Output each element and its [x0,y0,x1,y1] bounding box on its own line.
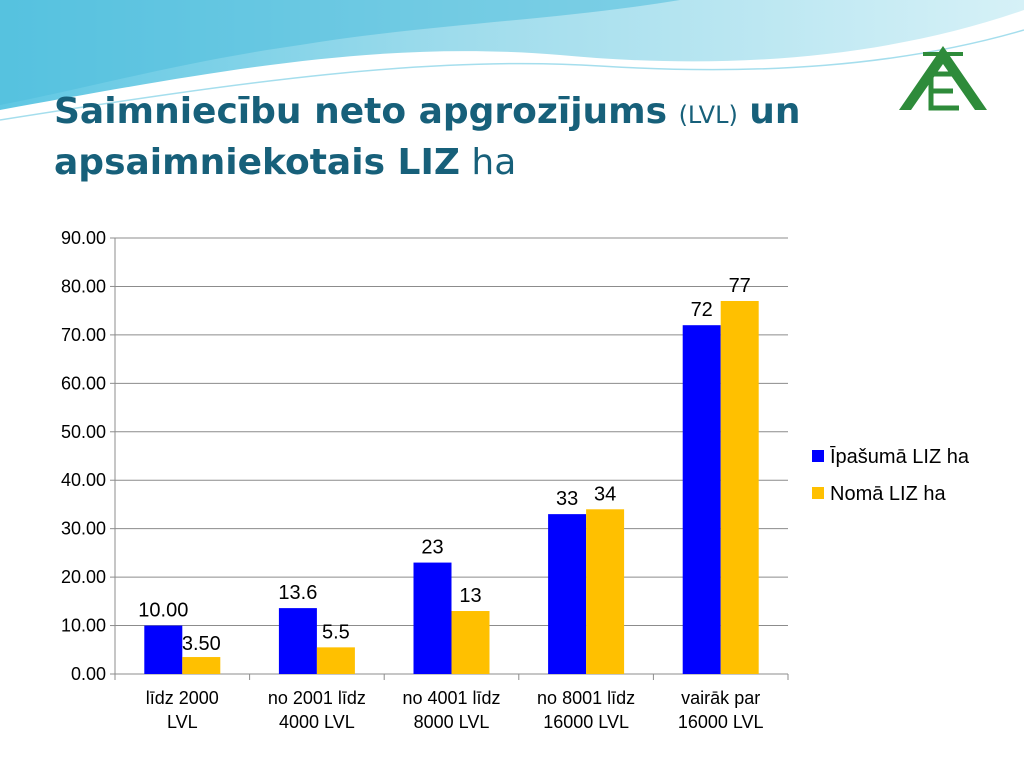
y-tick-label: 0.00 [71,664,106,684]
legend-label: Nomā LIZ ha [830,483,946,505]
x-tick-label: vairāk par [681,688,760,708]
data-label: 34 [594,483,616,505]
bar [682,325,721,674]
legend-label: Īpašumā LIZ ha [830,445,970,468]
legend-swatch [812,487,824,499]
x-tick-label: LVL [167,712,198,732]
title-ha: ha [471,142,517,183]
y-tick-label: 10.00 [61,616,106,636]
y-tick-label: 40.00 [61,470,106,490]
y-tick-label: 60.00 [61,373,106,393]
bar [720,300,759,674]
legend-swatch [812,450,824,462]
title-connector: un [749,91,801,132]
data-label: 5.5 [322,621,350,643]
data-label: 77 [729,275,751,297]
y-tick-label: 80.00 [61,276,106,296]
title-main: Saimniecību neto apgrozījums [54,91,668,132]
y-tick-label: 90.00 [61,228,106,248]
x-tick-label: 8000 LVL [414,712,490,732]
x-tick-label: 16000 LVL [678,712,764,732]
x-tick-label: līdz 2000 [146,688,219,708]
x-tick-label: no 4001 līdz [402,688,500,708]
xe-logo-icon [899,46,987,111]
bar [182,657,221,674]
x-tick-label: 4000 LVL [279,712,355,732]
bar [278,608,317,674]
y-tick-label: 30.00 [61,519,106,539]
title-second: apsaimniekotais LIZ [54,142,460,183]
x-tick-label: no 2001 līdz [268,688,366,708]
y-tick-label: 50.00 [61,422,106,442]
header-wave-banner [0,0,1024,121]
y-tick-label: 70.00 [61,325,106,345]
data-label: 72 [691,299,713,321]
bar [316,647,355,674]
data-label: 10.00 [138,600,188,622]
bar-chart: 0.00 10.00 20.00 30.00 40.00 50.00 60.00 70.00 8… [61,228,970,732]
data-label: 33 [556,488,578,510]
x-tick-label: 16000 LVL [543,712,629,732]
bar [548,514,587,674]
bar [144,625,183,674]
x-tick-label: no 8001 līdz [537,688,635,708]
slide-title: Saimniecību neto apgrozījums (LVL) un aps… [54,88,884,186]
title-unit: (LVL) [678,101,738,129]
bar [451,611,490,674]
bar [413,562,452,674]
data-label: 23 [421,537,443,559]
data-label: 3.50 [182,633,221,655]
bar [586,509,625,674]
data-label: 13.6 [278,582,317,604]
data-label: 13 [459,585,481,607]
y-tick-label: 20.00 [61,567,106,587]
